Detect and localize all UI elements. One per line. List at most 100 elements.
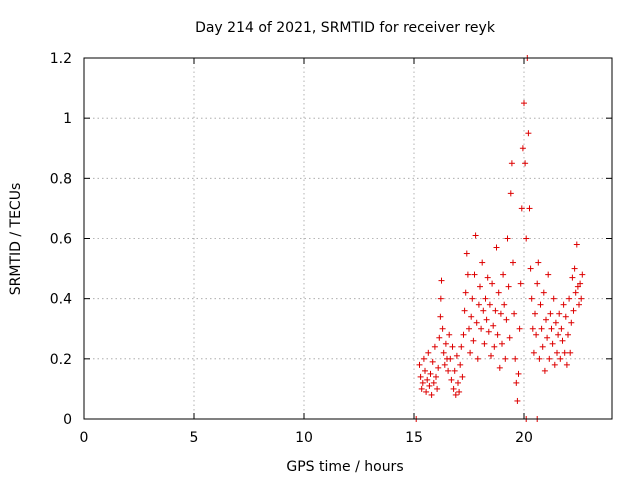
- data-point: [557, 355, 564, 362]
- data-point: [497, 310, 504, 317]
- data-point: [447, 355, 454, 362]
- data-point: [467, 349, 474, 356]
- data-point: [481, 340, 488, 347]
- data-point: [492, 307, 499, 314]
- data-point: [488, 352, 494, 359]
- data-point: [448, 376, 455, 383]
- data-point: [573, 241, 580, 248]
- data-point: [459, 373, 466, 380]
- data-point: [527, 265, 534, 272]
- data-point: [491, 343, 498, 350]
- x-axis-label: GPS time / hours: [286, 459, 403, 475]
- data-point: [518, 205, 525, 212]
- data-point: [577, 280, 584, 287]
- data-point: [516, 325, 523, 332]
- data-point: [469, 295, 476, 302]
- data-point: [562, 313, 569, 320]
- data-point: [500, 271, 507, 278]
- data-point: [434, 385, 441, 392]
- x-tick-label: 20: [515, 430, 533, 446]
- data-point: [475, 301, 482, 308]
- data-point: [544, 334, 551, 341]
- data-point: [494, 331, 501, 338]
- data-point: [571, 265, 578, 272]
- y-tick-label: 0: [63, 412, 72, 428]
- data-point: [545, 271, 552, 278]
- data-point: [561, 349, 568, 356]
- data-point: [525, 130, 532, 137]
- data-point: [466, 325, 472, 332]
- data-points: [413, 55, 586, 422]
- data-point: [555, 331, 562, 338]
- grid-lines: [84, 58, 612, 419]
- data-point: [464, 271, 471, 278]
- data-point: [508, 160, 515, 167]
- data-point: [540, 289, 547, 296]
- data-point: [521, 100, 527, 107]
- data-point: [570, 307, 577, 314]
- plot-frame: [83, 57, 613, 420]
- data-point: [579, 271, 586, 278]
- data-point: [472, 232, 479, 239]
- data-point: [416, 361, 423, 368]
- axis-ticks: 0 5 10 15 20 0 0.2 0.4 0.6 0.8 1 1.2: [50, 51, 612, 446]
- data-point: [425, 349, 432, 356]
- data-point: [519, 145, 526, 152]
- data-point: [429, 358, 436, 365]
- data-point: [547, 310, 554, 317]
- x-tick-label: 5: [190, 430, 199, 446]
- data-point: [455, 379, 461, 386]
- data-point: [478, 325, 485, 332]
- data-point: [528, 295, 535, 302]
- data-point: [550, 295, 557, 302]
- data-point: [422, 367, 428, 374]
- data-point: [499, 340, 505, 347]
- data-point: [440, 349, 447, 356]
- data-point: [535, 259, 542, 266]
- data-point: [437, 313, 444, 320]
- data-point: [495, 289, 502, 296]
- data-point: [529, 325, 536, 332]
- data-point: [477, 283, 483, 290]
- y-tick-label: 0.6: [50, 232, 72, 248]
- y-tick-label: 1: [63, 111, 72, 127]
- y-tick-label: 0.2: [50, 352, 72, 368]
- data-point: [551, 361, 558, 368]
- data-point: [501, 301, 508, 308]
- data-point: [506, 334, 513, 341]
- data-point: [449, 343, 456, 350]
- x-tick-label: 0: [80, 430, 89, 446]
- data-point: [419, 379, 426, 386]
- data-point: [566, 295, 573, 302]
- data-point: [441, 361, 448, 368]
- data-point: [428, 391, 435, 398]
- data-point: [533, 331, 540, 338]
- data-point: [424, 376, 431, 383]
- data-point: [453, 352, 460, 359]
- data-point: [418, 385, 425, 392]
- data-point: [452, 391, 459, 398]
- data-point: [474, 355, 481, 362]
- data-point: [456, 388, 463, 395]
- data-point: [470, 337, 477, 344]
- data-point: [450, 385, 457, 392]
- data-point: [543, 316, 549, 323]
- data-point: [512, 355, 519, 362]
- data-point: [504, 235, 511, 242]
- data-point: [483, 316, 490, 323]
- data-point: [430, 379, 437, 386]
- data-point: [567, 349, 574, 356]
- data-point: [490, 322, 497, 329]
- data-point: [457, 361, 464, 368]
- data-point: [489, 280, 496, 287]
- y-tick-label: 0.4: [50, 292, 72, 308]
- data-point: [536, 355, 543, 362]
- data-point: [442, 340, 449, 347]
- y-tick-label: 0.8: [50, 171, 72, 187]
- data-point: [556, 310, 563, 317]
- data-point: [507, 190, 514, 197]
- data-point: [426, 382, 433, 389]
- data-point: [511, 310, 518, 317]
- data-point: [549, 340, 556, 347]
